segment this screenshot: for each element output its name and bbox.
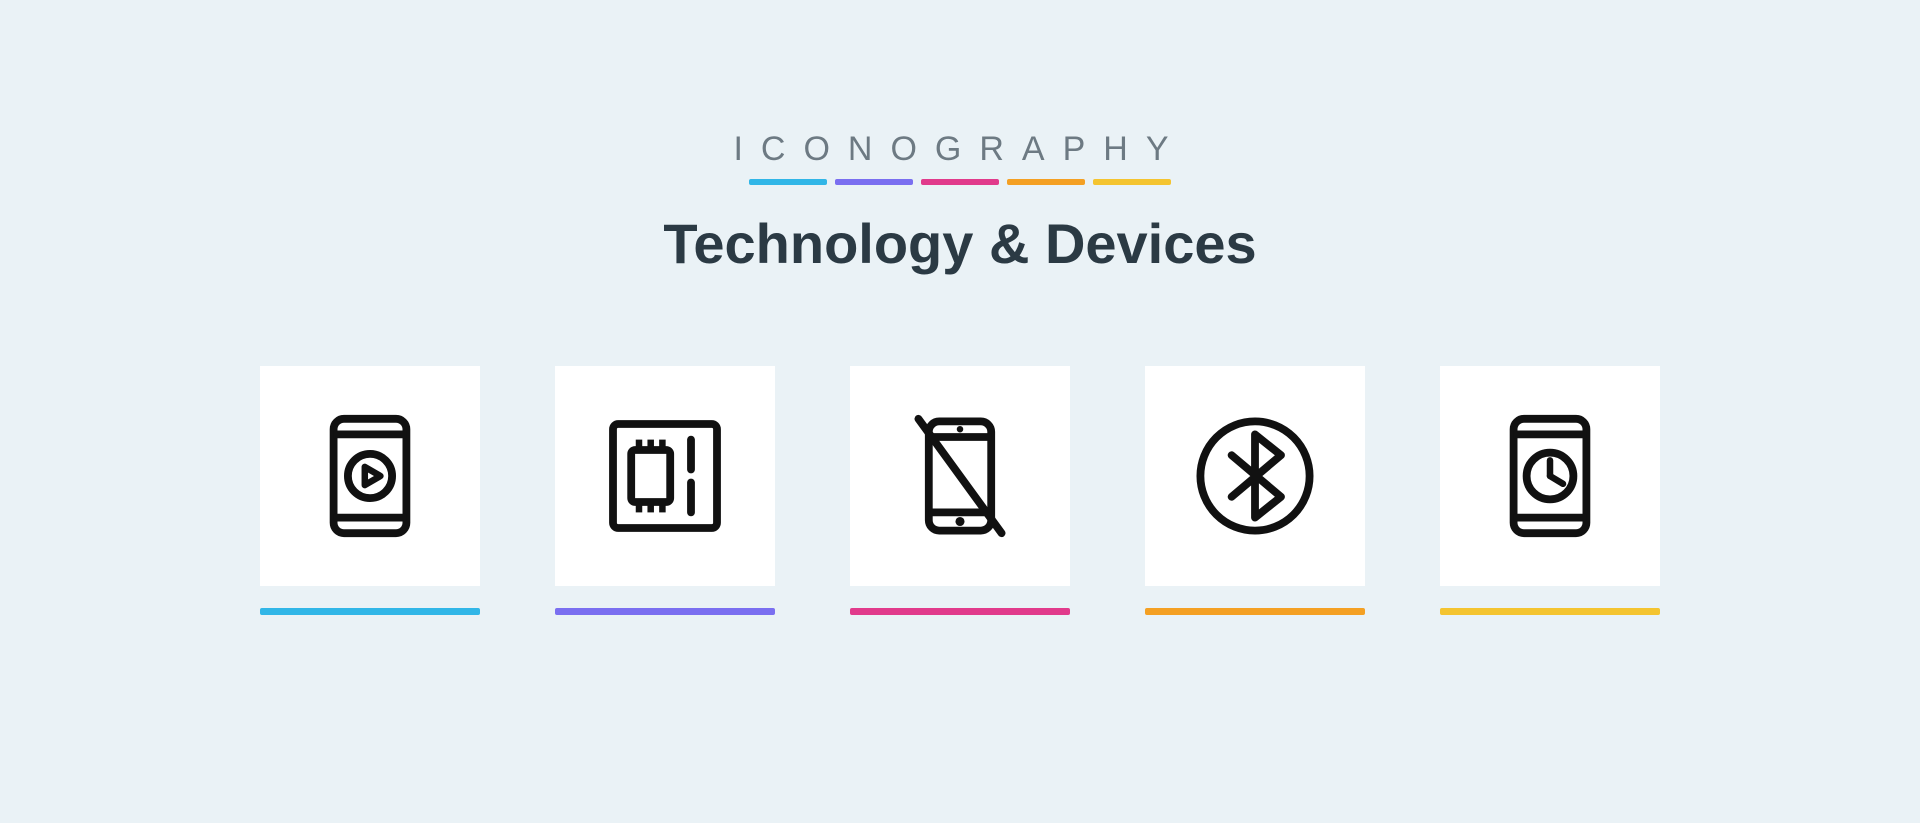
icon-cell <box>535 366 795 615</box>
brand-underline-seg <box>1093 179 1171 185</box>
brand-underline-seg <box>749 179 827 185</box>
accent-bar <box>555 608 775 615</box>
brand-underline-seg <box>835 179 913 185</box>
accent-bar <box>1440 608 1660 615</box>
brand-underline-seg <box>1007 179 1085 185</box>
pack-title: Technology & Devices <box>200 211 1720 276</box>
icon-cell <box>1125 366 1385 615</box>
brand-underline <box>200 179 1720 185</box>
brand-label: ICONOGRAPHY <box>200 130 1720 169</box>
phone-clock-icon <box>1485 411 1615 541</box>
icon-tile <box>1145 366 1365 586</box>
icon-tile <box>555 366 775 586</box>
icon-pack-card: ICONOGRAPHY Technology & Devices <box>200 102 1720 722</box>
phone-disabled-icon <box>895 411 1025 541</box>
icon-tile <box>260 366 480 586</box>
brand-underline-seg <box>921 179 999 185</box>
header: ICONOGRAPHY Technology & Devices <box>200 102 1720 276</box>
accent-bar <box>1145 608 1365 615</box>
icon-row <box>240 366 1680 615</box>
icon-tile <box>850 366 1070 586</box>
icon-cell <box>1420 366 1680 615</box>
accent-bar <box>850 608 1070 615</box>
circuit-board-icon <box>600 411 730 541</box>
phone-play-icon <box>305 411 435 541</box>
icon-tile <box>1440 366 1660 586</box>
icon-cell <box>830 366 1090 615</box>
accent-bar <box>260 608 480 615</box>
icon-cell <box>240 366 500 615</box>
bluetooth-icon <box>1190 411 1320 541</box>
